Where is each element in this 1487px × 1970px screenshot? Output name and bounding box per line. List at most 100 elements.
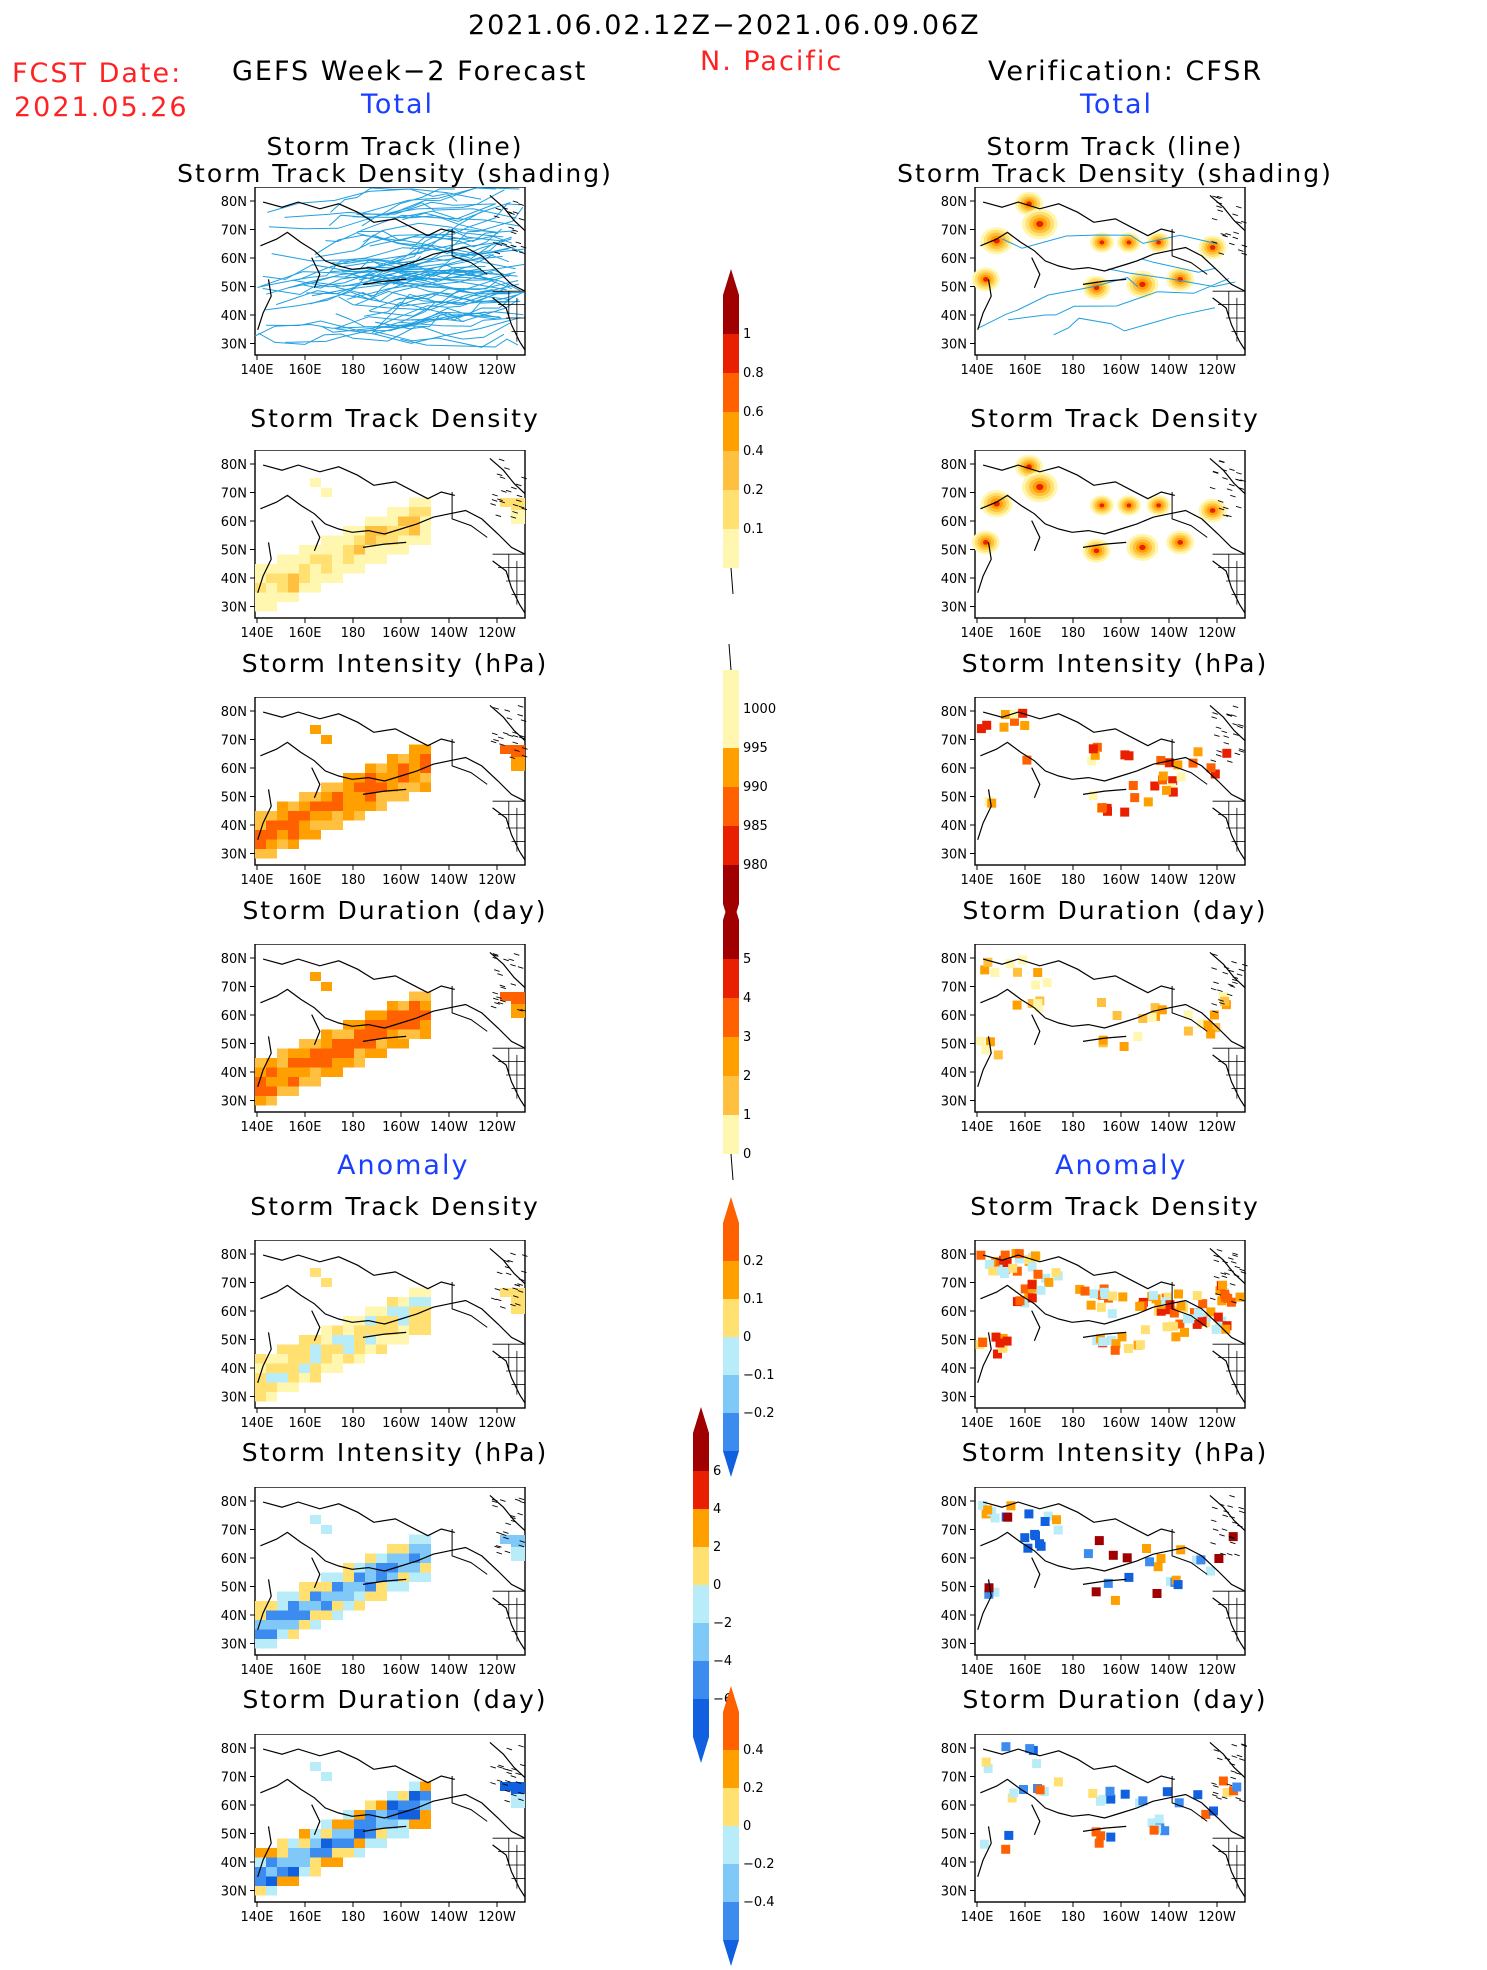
colorbar-segment [723,787,739,826]
lat-tick-label: 40N [941,819,967,834]
colorbar-label: 4 [743,991,751,1006]
heatmap-cell [1183,1026,1193,1036]
storm-track-line [288,265,486,289]
heatmap-cell [376,1325,387,1335]
heatmap-cell [1211,1324,1221,1334]
heatmap-cell [1193,1308,1203,1318]
coastline [982,464,1175,500]
heatmap-cell [343,1591,354,1601]
heatmap-cell [332,792,343,802]
heatmap-cell [365,1010,376,1020]
coastline [1082,1035,1127,1042]
heatmap-cell [1031,1531,1040,1541]
lat-tick-label: 50N [221,791,247,806]
heatmap-cell [420,1306,431,1316]
heatmap-cell [255,1363,266,1373]
lon-tick-label: 160E [288,1120,321,1135]
heatmap-cell [376,1829,387,1839]
heatmap-cell [398,1791,409,1801]
heatmap-cell [1003,1512,1013,1522]
heatmap-cell [1088,1788,1098,1798]
heatmap-cell [1143,797,1153,807]
island-line [517,1283,523,1286]
heatmap-cell [1235,1292,1245,1302]
lat-tick-label: 60N [221,1009,247,1024]
island-line [1211,1794,1218,1797]
island-line [1228,1536,1235,1540]
border-line [1171,492,1208,538]
island-line [510,1252,516,1256]
heatmap-cell [1176,772,1186,782]
heatmap-cell [1156,756,1166,765]
heatmap-cell [1162,1322,1172,1332]
lat-tick-label: 30N [221,601,247,616]
heatmap-cell [266,1876,277,1886]
heatmap-cell [1098,1035,1108,1045]
density-blob [1156,240,1161,245]
heatmap-cell [255,1620,266,1630]
heatmap-cell [310,972,321,981]
island-line [1235,505,1242,509]
island-line [504,1550,511,1554]
island-line [521,1254,528,1257]
island-line [499,476,506,479]
heatmap-cell [398,1800,409,1810]
lon-tick-label: 180 [341,1120,366,1135]
island-line [517,1512,524,1516]
coastline [977,542,992,593]
heatmap-cell [354,811,365,821]
heatmap-cell [321,1525,332,1534]
gefs-anom-density-panel-map [254,1240,528,1409]
heatmap-cell [398,1029,409,1039]
colorbar-arrow [693,1737,709,1763]
heatmap-cell [1152,1589,1162,1598]
coastline [311,1310,321,1342]
island-line [1222,477,1228,480]
colorbar-segment [723,998,739,1037]
island-line [1238,724,1244,727]
island-line [510,1303,516,1307]
heatmap-cell [1174,1798,1184,1808]
island-line [1212,1791,1219,1795]
island-line [1232,723,1239,726]
heatmap-cell [1110,1595,1120,1605]
heatmap-cell [343,545,354,555]
lon-tick-label: 160W [1102,1910,1140,1925]
coastline [1209,951,1246,989]
heatmap-cell [299,1829,310,1839]
heatmap-cell [1160,1826,1170,1836]
heatmap-cell [1027,999,1037,1008]
lon-tick-label: 160E [288,1910,321,1925]
island-line [501,242,507,246]
island-line [1227,1505,1234,1508]
heatmap-cell [984,1589,994,1599]
heatmap-cell [332,1048,343,1058]
island-line [1221,1275,1228,1279]
lat-tick-label: 40N [221,1609,247,1624]
heatmap-cell [1156,1306,1166,1316]
coastline [489,704,526,742]
heatmap-cell [321,1572,332,1582]
heatmap-cell [1119,1042,1129,1051]
colorbar-label: −0.2 [743,1857,775,1872]
heatmap-cell [332,1029,343,1039]
heatmap-cell [332,535,343,545]
island-line [499,1499,506,1502]
heatmap-cell [420,1553,431,1563]
heatmap-cell [409,1810,420,1820]
lon-tick-label: 120W [478,1416,516,1431]
heatmap-cell [288,583,299,593]
left-title-track-line: Storm Track (line) [266,132,524,161]
heatmap-cell [500,992,511,1001]
heatmap-cell [277,1620,288,1630]
heatmap-cell [266,1867,277,1877]
island-line [496,243,503,246]
storm-track-line [262,264,480,280]
lat-tick-label: 50N [941,1038,967,1053]
island-line [1213,734,1220,737]
coastline [489,1741,526,1779]
island-line [1239,1758,1245,1761]
gefs-anom-duration-panel-map [254,1734,526,1903]
